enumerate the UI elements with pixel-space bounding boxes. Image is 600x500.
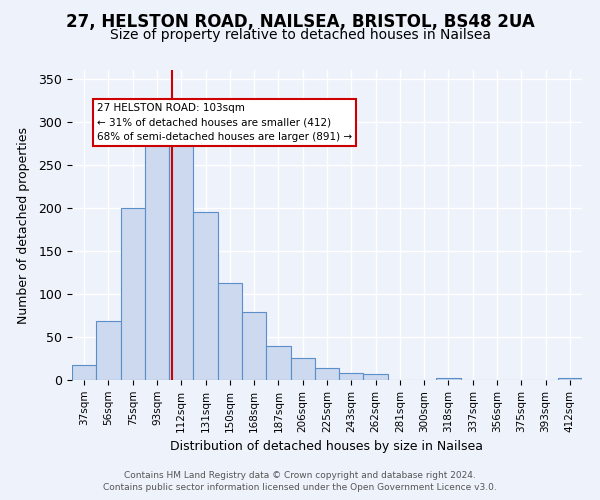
Y-axis label: Number of detached properties: Number of detached properties — [17, 126, 30, 324]
Bar — [315, 368, 339, 380]
Text: 27, HELSTON ROAD, NAILSEA, BRISTOL, BS48 2UA: 27, HELSTON ROAD, NAILSEA, BRISTOL, BS48… — [65, 12, 535, 30]
Bar — [339, 373, 364, 380]
Bar — [169, 140, 193, 380]
Bar — [145, 140, 169, 380]
Bar — [193, 212, 218, 380]
X-axis label: Distribution of detached houses by size in Nailsea: Distribution of detached houses by size … — [170, 440, 484, 453]
Bar — [96, 322, 121, 380]
Bar — [558, 378, 582, 380]
Bar — [72, 366, 96, 380]
Text: Contains HM Land Registry data © Crown copyright and database right 2024.: Contains HM Land Registry data © Crown c… — [124, 471, 476, 480]
Bar — [436, 378, 461, 380]
Text: Contains public sector information licensed under the Open Government Licence v3: Contains public sector information licen… — [103, 484, 497, 492]
Bar — [364, 374, 388, 380]
Bar — [242, 312, 266, 380]
Bar — [121, 208, 145, 380]
Bar — [218, 282, 242, 380]
Text: 27 HELSTON ROAD: 103sqm
← 31% of detached houses are smaller (412)
68% of semi-d: 27 HELSTON ROAD: 103sqm ← 31% of detache… — [97, 102, 352, 142]
Text: Size of property relative to detached houses in Nailsea: Size of property relative to detached ho… — [110, 28, 491, 42]
Bar — [266, 346, 290, 380]
Bar — [290, 358, 315, 380]
